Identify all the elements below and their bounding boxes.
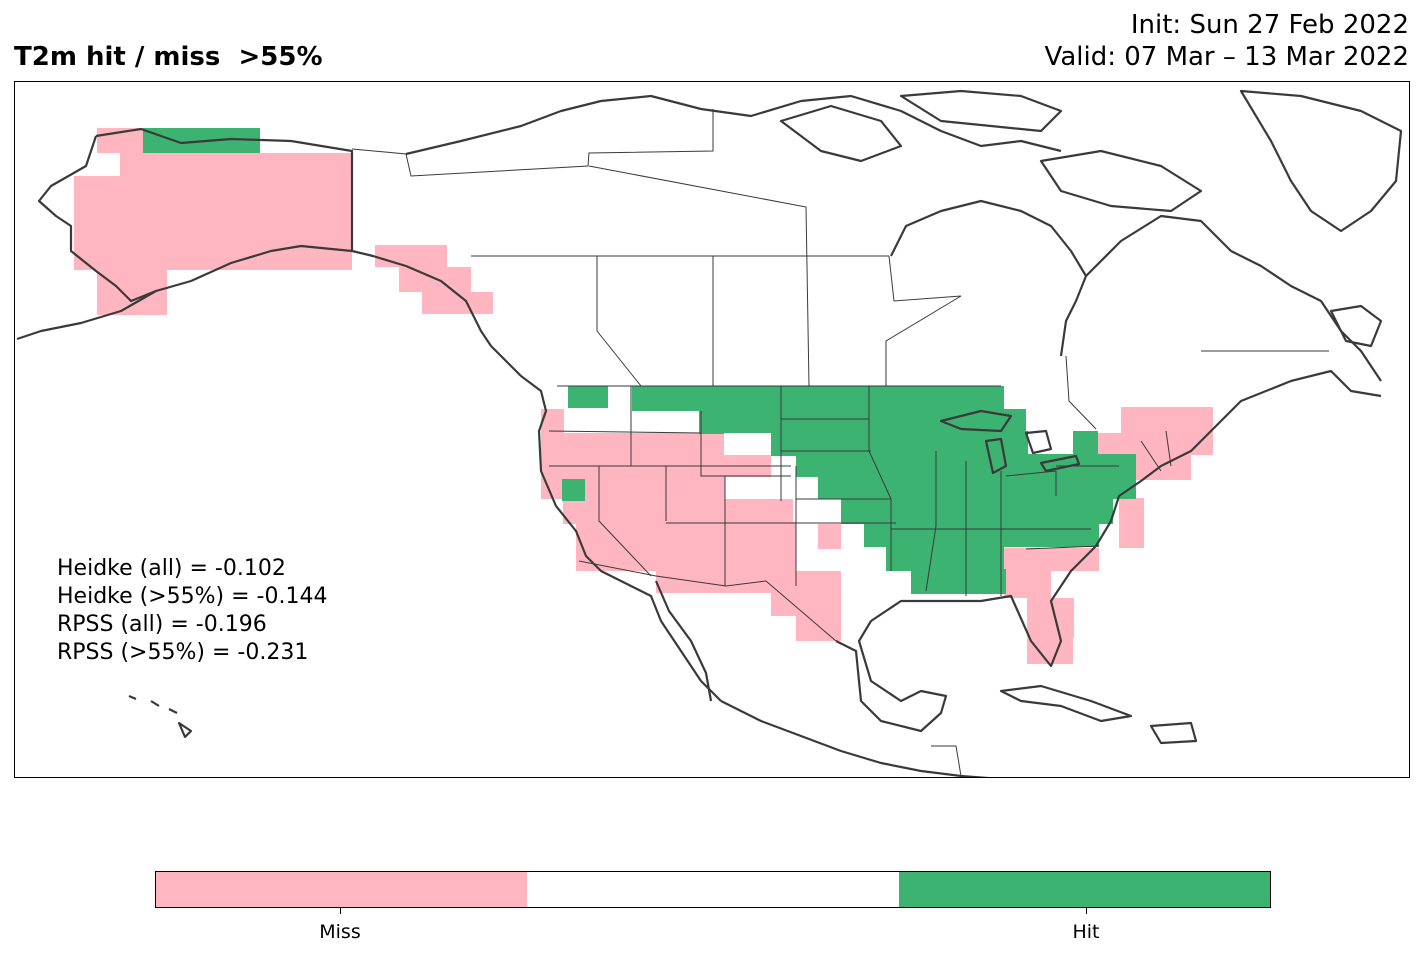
miss-cell bbox=[1027, 598, 1074, 638]
labrador-coast bbox=[1085, 214, 1382, 382]
hit-cell bbox=[771, 431, 1028, 456]
miss-cell bbox=[74, 176, 352, 270]
canada-north-border bbox=[351, 109, 714, 177]
state-line bbox=[1165, 430, 1172, 467]
valid-period: Valid: 07 Mar – 13 Mar 2022 bbox=[1044, 42, 1409, 72]
state-line bbox=[1005, 470, 1057, 496]
miss-cell bbox=[564, 433, 701, 466]
hawaii-island bbox=[150, 700, 160, 707]
state-line bbox=[868, 386, 892, 571]
us-mexico-border bbox=[578, 560, 837, 642]
miss-cell bbox=[656, 571, 796, 593]
miss-cell bbox=[541, 409, 564, 475]
pacific-coast bbox=[490, 345, 722, 702]
miss-cell bbox=[1004, 571, 1051, 598]
gulf-atlantic-coast bbox=[835, 369, 1382, 733]
lake-huron bbox=[1024, 429, 1053, 455]
lake-erie bbox=[1039, 454, 1081, 473]
political-borders bbox=[351, 109, 1329, 777]
colorbar-hit-segment bbox=[898, 872, 1270, 907]
colorbar-neutral-segment bbox=[527, 872, 899, 907]
init-date: Init: Sun 27 Feb 2022 bbox=[1130, 10, 1409, 40]
miss-cell bbox=[422, 292, 493, 314]
hit-cell bbox=[818, 477, 1136, 499]
map-canvas bbox=[16, 89, 1403, 777]
hudson-bay bbox=[890, 199, 1088, 357]
colorbar-miss-segment bbox=[156, 872, 528, 907]
baffin-island bbox=[1039, 149, 1203, 213]
lake-michigan bbox=[984, 437, 1008, 475]
miss-cell bbox=[1119, 498, 1144, 548]
heidke-all-score: Heidke (all) = -0.102 bbox=[57, 556, 286, 581]
miss-cell bbox=[1121, 407, 1213, 455]
mexico-pacific-coast bbox=[720, 700, 990, 777]
aleutians bbox=[16, 290, 157, 341]
state-line bbox=[925, 451, 937, 592]
miss-cell bbox=[701, 433, 724, 466]
arctic-island bbox=[899, 89, 1063, 133]
hit-cell bbox=[841, 499, 1113, 524]
central-america-border bbox=[931, 745, 962, 777]
map-panel bbox=[14, 81, 1410, 778]
state-line bbox=[598, 466, 652, 577]
gulf-of-california bbox=[654, 580, 713, 702]
map-title: T2m hit / miss >55% bbox=[14, 42, 323, 72]
state-line bbox=[1025, 545, 1100, 550]
manitoba-ontario-border bbox=[885, 255, 962, 386]
colorbar-label-hit: Hit bbox=[1072, 921, 1100, 943]
miss-cell bbox=[1027, 638, 1073, 664]
lake-superior bbox=[939, 409, 1013, 433]
miss-cell bbox=[97, 270, 167, 315]
hit-cell bbox=[568, 386, 608, 408]
hawaii-island bbox=[168, 708, 178, 714]
miss-cell bbox=[818, 524, 841, 549]
miss-cell bbox=[375, 245, 447, 267]
alaska-west-coast bbox=[37, 135, 353, 303]
coastlines bbox=[16, 89, 1403, 777]
miss-cell bbox=[586, 548, 796, 571]
neutral-cell bbox=[724, 433, 771, 455]
rpss-55-score: RPSS (>55%) = -0.231 bbox=[57, 640, 309, 665]
hawaii-island bbox=[128, 694, 137, 701]
date-info: Init: Sun 27 Feb 2022 Valid: 07 Mar – 13… bbox=[1045, 9, 1409, 73]
heidke-55-score: Heidke (>55%) = -0.144 bbox=[57, 584, 328, 609]
territory-border bbox=[588, 165, 810, 387]
hit-cell bbox=[562, 479, 585, 501]
miss-cell bbox=[563, 499, 796, 524]
forecast-cells bbox=[74, 128, 1213, 664]
hit-cell bbox=[886, 546, 1004, 571]
skill-scores: Heidke (all) = -0.102 Heidke (>55%) = -0… bbox=[57, 555, 327, 667]
bc-alberta-border bbox=[596, 256, 642, 387]
cuba bbox=[999, 684, 1133, 723]
arctic-island bbox=[779, 104, 903, 163]
greenland bbox=[1239, 89, 1403, 233]
miss-cell bbox=[818, 616, 841, 641]
state-line bbox=[548, 430, 702, 434]
hit-cell bbox=[864, 522, 1099, 547]
newfoundland bbox=[1329, 304, 1383, 348]
miss-cell bbox=[120, 153, 352, 176]
miss-cell bbox=[1004, 548, 1099, 571]
colorbar-label-miss: Miss bbox=[319, 921, 361, 943]
colorbar-tick-miss bbox=[340, 908, 341, 914]
hit-cell bbox=[911, 569, 1006, 594]
state-line bbox=[1140, 440, 1162, 472]
hit-cell bbox=[632, 386, 1004, 411]
hawaii-big-island bbox=[177, 721, 193, 739]
neutral-cell bbox=[819, 521, 841, 523]
hispaniola bbox=[1149, 721, 1198, 745]
colorbar bbox=[155, 871, 1271, 908]
state-line bbox=[700, 411, 791, 477]
arctic-coast bbox=[405, 94, 1062, 156]
ontario-quebec-border bbox=[1065, 355, 1097, 430]
hit-cell bbox=[1073, 431, 1098, 454]
rpss-all-score: RPSS (all) = -0.196 bbox=[57, 612, 267, 637]
colorbar-tick-hit bbox=[1086, 908, 1087, 914]
